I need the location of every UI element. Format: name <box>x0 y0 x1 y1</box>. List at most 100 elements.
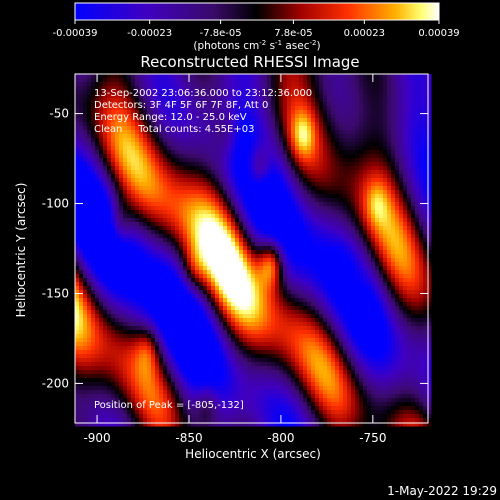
heatmap-cell <box>375 102 380 107</box>
heatmap-cell <box>139 150 144 155</box>
heatmap-cell <box>103 258 108 263</box>
heatmap-cell <box>251 210 256 215</box>
heatmap-cell <box>299 286 304 291</box>
heatmap-cell <box>175 130 180 135</box>
heatmap-cell <box>287 230 292 235</box>
heatmap-cell <box>131 242 136 247</box>
heatmap-cell <box>291 282 296 287</box>
heatmap-cell <box>279 222 284 227</box>
heatmap-cell <box>179 122 184 127</box>
heatmap-cell <box>75 194 80 199</box>
heatmap-cell <box>359 102 364 107</box>
heatmap-cell <box>271 246 276 251</box>
heatmap-cell <box>219 94 224 99</box>
heatmap-cell <box>427 166 432 171</box>
heatmap-cell <box>147 206 152 211</box>
heatmap-cell <box>95 222 100 227</box>
heatmap-cell <box>207 86 212 91</box>
heatmap-cell <box>371 274 376 279</box>
heatmap-cell <box>151 126 156 131</box>
heatmap-cell <box>403 210 408 215</box>
heatmap-cell <box>235 174 240 179</box>
heatmap-cell <box>119 238 124 243</box>
heatmap-cell <box>119 218 124 223</box>
heatmap-cell <box>151 230 156 235</box>
heatmap-cell <box>323 206 328 211</box>
heatmap-cell <box>279 138 284 143</box>
heatmap-cell <box>111 78 116 83</box>
heatmap-cell <box>255 294 260 299</box>
heatmap-cell <box>91 214 96 219</box>
heatmap-cell <box>355 114 360 119</box>
heatmap-cell <box>163 138 168 143</box>
heatmap-cell <box>127 146 132 151</box>
heatmap-cell <box>75 174 80 179</box>
heatmap-cell <box>295 270 300 275</box>
heatmap-cell <box>311 266 316 271</box>
heatmap-cell <box>379 186 384 191</box>
heatmap-cell <box>363 222 368 227</box>
heatmap-cell <box>355 246 360 251</box>
heatmap-cell <box>375 218 380 223</box>
heatmap-cell <box>283 186 288 191</box>
heatmap-cell <box>155 174 160 179</box>
heatmap-cell <box>387 270 392 275</box>
heatmap-cell <box>411 186 416 191</box>
heatmap-cell <box>419 154 424 159</box>
heatmap-cell <box>227 138 232 143</box>
heatmap-cell <box>315 286 320 291</box>
heatmap-cell <box>227 202 232 207</box>
heatmap-cell <box>375 274 380 279</box>
heatmap-cell <box>299 242 304 247</box>
heatmap-cell <box>311 98 316 103</box>
heatmap-cell <box>199 102 204 107</box>
heatmap-cell <box>391 282 396 287</box>
heatmap-cell <box>243 234 248 239</box>
heatmap-cell <box>87 206 92 211</box>
heatmap-cell <box>319 286 324 291</box>
heatmap-cell <box>111 122 116 127</box>
heatmap-cell <box>107 254 112 259</box>
heatmap-cell <box>131 238 136 243</box>
heatmap-cell <box>403 150 408 155</box>
heatmap-cell <box>411 118 416 123</box>
heatmap-cell <box>331 110 336 115</box>
heatmap-cell <box>191 150 196 155</box>
heatmap-cell <box>387 154 392 159</box>
heatmap-cell <box>151 190 156 195</box>
heatmap-cell <box>267 118 272 123</box>
heatmap-cell <box>255 154 260 159</box>
heatmap-cell <box>363 154 368 159</box>
heatmap-cell <box>107 182 112 187</box>
heatmap-cell <box>171 262 176 267</box>
heatmap-cell <box>339 286 344 291</box>
heatmap-cell <box>171 142 176 147</box>
heatmap-cell <box>155 170 160 175</box>
heatmap-cell <box>243 254 248 259</box>
heatmap-cell <box>339 266 344 271</box>
heatmap-cell <box>263 242 268 247</box>
heatmap-cell <box>131 230 136 235</box>
heatmap-cell <box>343 162 348 167</box>
heatmap-cell <box>411 250 416 255</box>
heatmap-cell <box>343 134 348 139</box>
heatmap-cell <box>399 174 404 179</box>
heatmap-cell <box>203 254 208 259</box>
heatmap-cell <box>415 250 420 255</box>
heatmap-cell <box>415 94 420 99</box>
heatmap-cell <box>203 106 208 111</box>
heatmap-cell <box>419 194 424 199</box>
heatmap-cell <box>263 106 268 111</box>
heatmap-cell <box>355 130 360 135</box>
heatmap-cell <box>403 130 408 135</box>
heatmap-cell <box>303 126 308 131</box>
heatmap-cell <box>183 154 188 159</box>
heatmap-cell <box>383 234 388 239</box>
heatmap-cell <box>163 114 168 119</box>
heatmap-cell <box>215 286 220 291</box>
heatmap-cell <box>403 206 408 211</box>
heatmap-cell <box>287 170 292 175</box>
heatmap-cell <box>391 154 396 159</box>
heatmap-cell <box>203 110 208 115</box>
heatmap-cell <box>355 154 360 159</box>
